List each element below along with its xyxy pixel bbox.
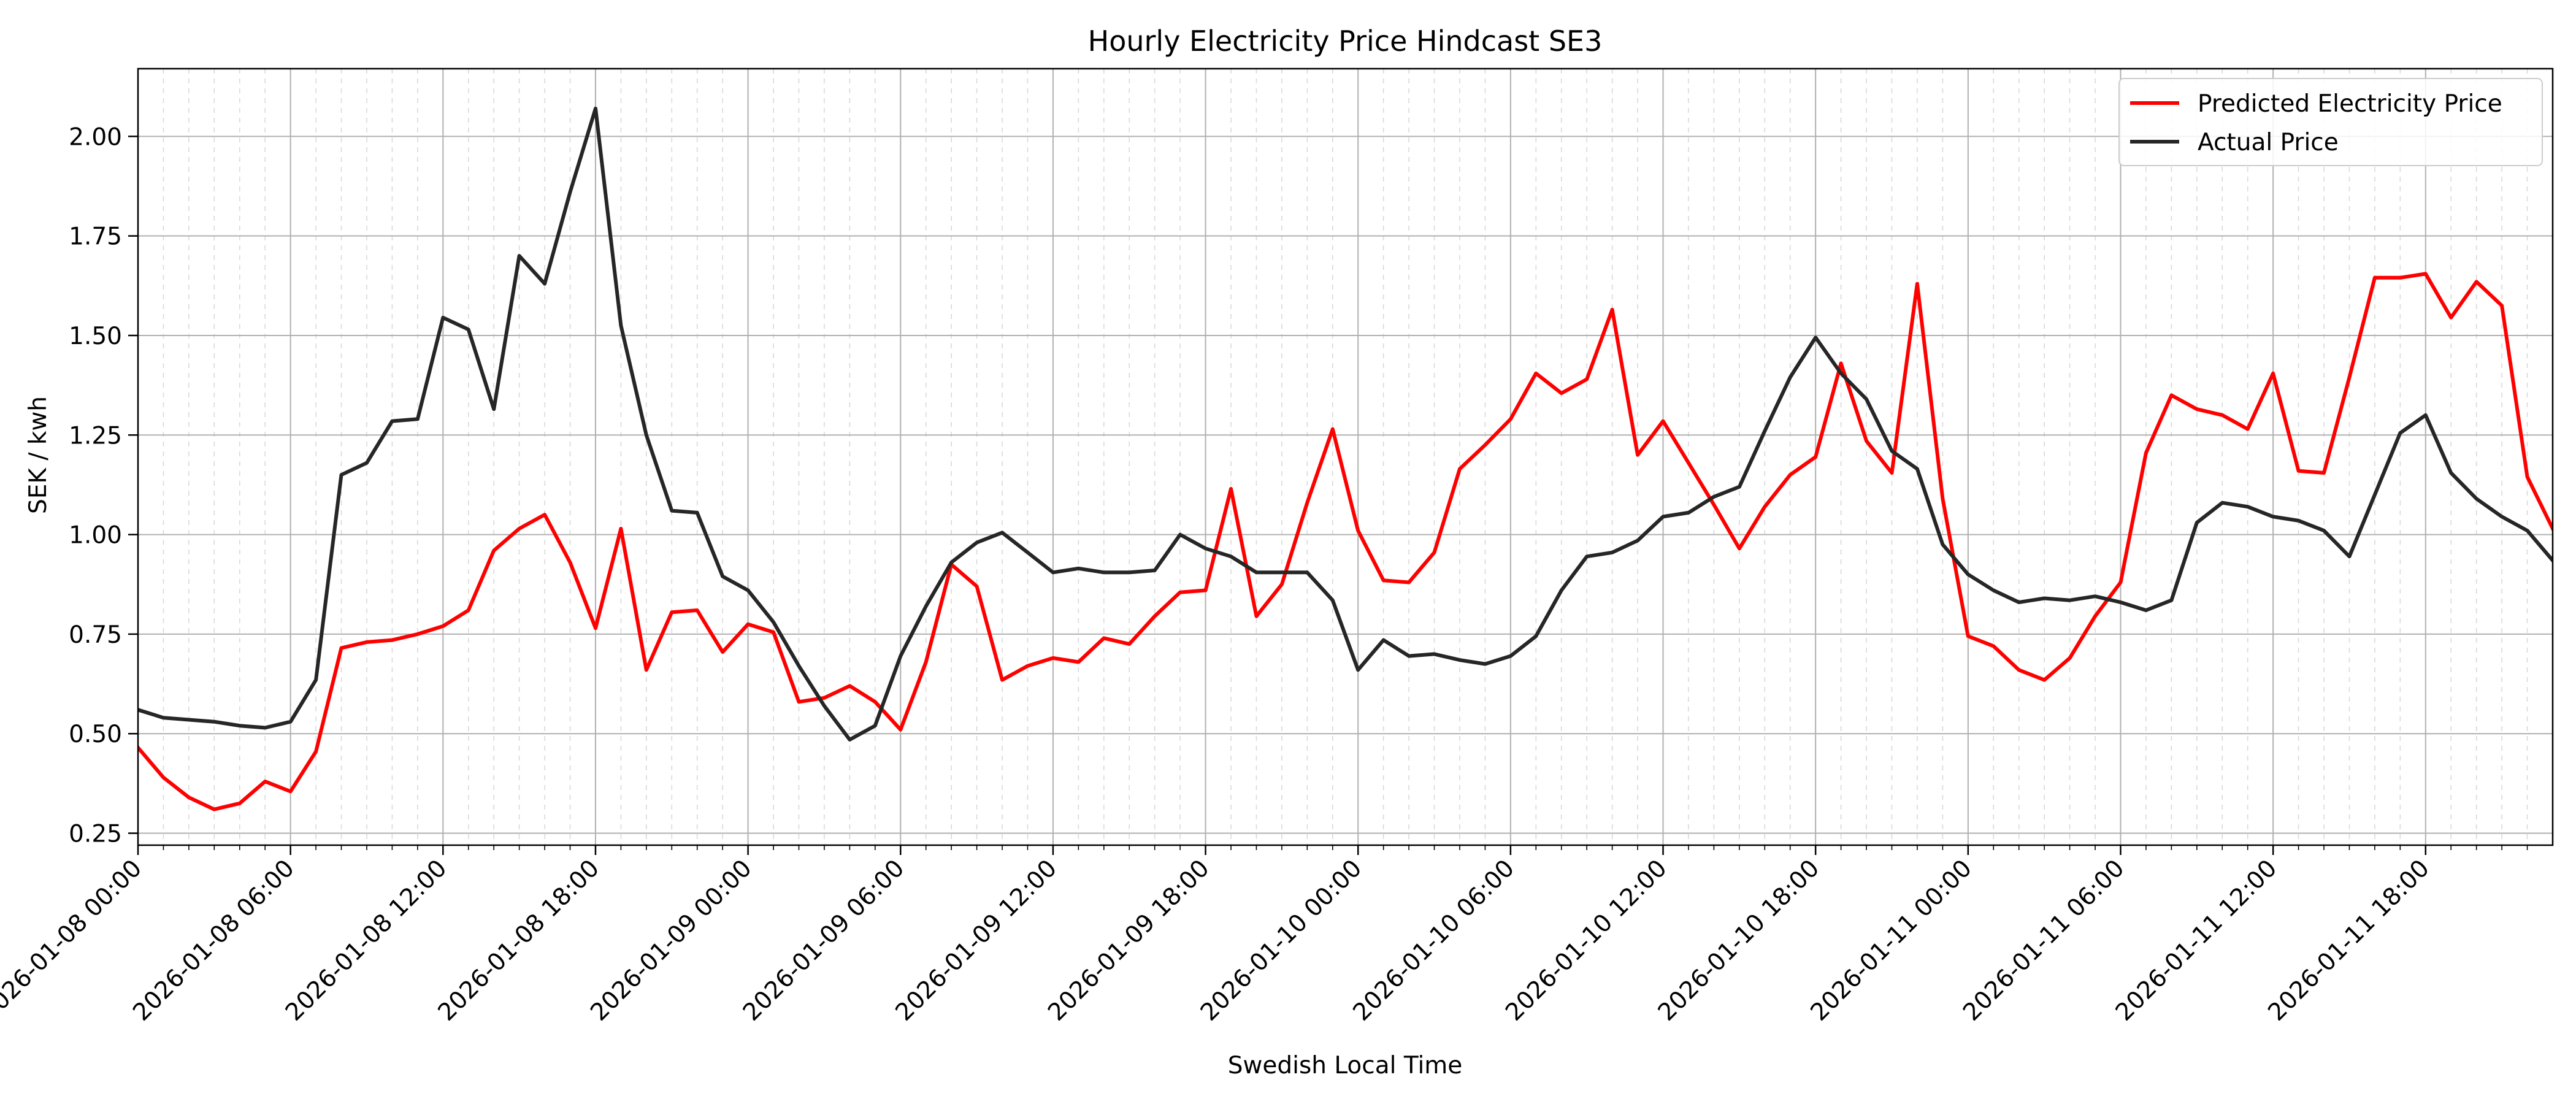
legend-label: Predicted Electricity Price bbox=[2198, 90, 2502, 118]
y-tick-label: 1.75 bbox=[69, 223, 122, 251]
series-line-actual bbox=[138, 106, 2553, 742]
y-tick-label: 0.75 bbox=[69, 621, 122, 649]
legend-box bbox=[2118, 78, 2543, 166]
chart-title: Hourly Electricity Price Hindcast SE3 bbox=[1088, 25, 1603, 58]
plot-area-frame bbox=[137, 67, 2554, 846]
y-tick-label: 0.25 bbox=[69, 821, 122, 848]
series-layer bbox=[138, 106, 2553, 811]
x-axis-label: Swedish Local Time bbox=[1228, 1052, 1463, 1079]
y-axis-label: SEK / kwh bbox=[25, 396, 52, 514]
y-tick-label: 1.25 bbox=[69, 422, 122, 450]
y-tick-label: 1.00 bbox=[69, 522, 122, 550]
series-line-predicted bbox=[138, 272, 2553, 811]
legend: Predicted Electricity Price Actual Price bbox=[2118, 78, 2543, 166]
minor-gridlines bbox=[163, 69, 2528, 845]
y-tick-label: 1.50 bbox=[69, 323, 122, 350]
legend-label: Actual Price bbox=[2198, 129, 2339, 156]
y-tick-label: 0.50 bbox=[69, 721, 122, 748]
y-tick-label: 2.00 bbox=[69, 123, 122, 151]
